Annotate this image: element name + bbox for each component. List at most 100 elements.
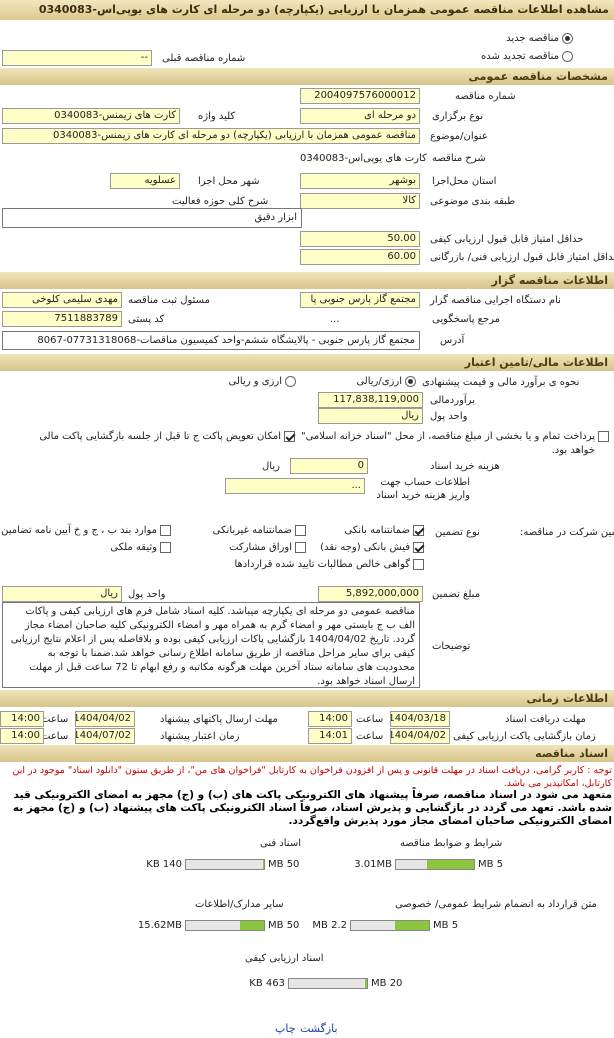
field-label: زمان اعتبار پیشنهاد [160, 731, 240, 742]
field-label: نوع برگزاری [432, 111, 484, 122]
file-max: 5 MB [433, 920, 459, 931]
field-label: ساعت [356, 731, 384, 742]
option-label: موارد بند ب ، ج و خ آیین نامه تضامین [1, 525, 157, 536]
field-value: مناقصه عمومی همزمان با ارزیابی (یکپارچه)… [2, 128, 420, 144]
field-label: مرجع پاسخگویی [432, 314, 501, 325]
field-label: استان محل‌اجرا [432, 176, 497, 187]
file-name: متن قرارداد به انضمام شرایط عمومی/ خصوصی [395, 899, 597, 910]
field-label: عنوان/موضوع [430, 131, 488, 142]
option-label: پرداخت تمام و یا بخشی از مبلغ مناقصه، از… [300, 431, 595, 456]
field-label: مبلغ تضمین [432, 589, 481, 600]
radio [562, 51, 573, 62]
file-size: 140 KB [146, 859, 182, 870]
field-value: 14:00 [308, 711, 352, 727]
file-size: 15.62MB [137, 920, 182, 931]
progress-bar [288, 978, 368, 989]
file-max: 5 MB [478, 859, 504, 870]
field-value: 117,838,119,000 [318, 392, 423, 408]
commitment: متعهد می شود در اسناد مناقصه، صرفاً پیشن… [12, 789, 612, 827]
field-label: ساعت [356, 714, 384, 725]
field-label: اطلاعات حساب جهت واریز هزینه خرید اسناد [376, 477, 470, 501]
option-label: گواهی خالص مطالبات تایید شده قراردادها [234, 559, 410, 570]
field-label: مسئول ثبت مناقصه [128, 295, 210, 306]
progress-fill [263, 860, 264, 869]
back-link[interactable]: بازگشت [300, 1022, 338, 1035]
field-value: 1404/04/02 [390, 728, 450, 744]
radio [405, 376, 416, 387]
field-label: مهلت دریافت اسناد [505, 714, 586, 725]
field-value: کارت های زیمنس-0340083 [2, 108, 180, 124]
field-label: آدرس [440, 335, 465, 346]
field-label: حداقل امتیاز قابل قبول ارزیابی فنی/ بازر… [430, 252, 614, 263]
field-label: نام دستگاه اجرایی مناقصه گزار [430, 295, 561, 306]
field-value: ریال [2, 586, 122, 602]
checkbox [598, 431, 609, 442]
field-label: طبقه بندی موضوعی [430, 196, 516, 207]
section-title: مشخصات مناقصه عمومی [0, 68, 614, 85]
field-value: ریال [318, 408, 423, 424]
checkbox [284, 431, 295, 442]
option-label: مناقصه تجدید شده [481, 51, 559, 62]
checkbox [160, 525, 171, 536]
field-label: توضیحات [432, 641, 471, 652]
section-title: اطلاعات مالی/تامین اعتبار [0, 354, 614, 371]
field-value: 14:00 [0, 728, 44, 744]
checkbox [413, 542, 424, 553]
file-size: 3.01MB [354, 859, 392, 870]
checkbox [413, 525, 424, 536]
field-label: نوع تضمین [435, 527, 480, 538]
field-value: 5,892,000,000 [318, 586, 423, 602]
progress-fill [427, 860, 474, 869]
radio [562, 33, 573, 44]
option-label: وثیقه ملکی [110, 542, 157, 553]
page-title: مشاهده اطلاعات مناقصه عمومی همزمان با ار… [0, 0, 614, 20]
progress-bar [185, 859, 265, 870]
file-name: سایر مدارک/اطلاعات [195, 899, 284, 910]
field-label: تضمین شرکت در مناقصه: [520, 527, 614, 538]
progress-bar [395, 859, 475, 870]
field-value: دو مرحله ای [300, 108, 420, 124]
field-label: هزینه خرید اسناد [430, 461, 500, 472]
section-title: اطلاعات مناقصه گزار [0, 272, 614, 289]
file-max: 50 MB [268, 920, 300, 931]
file-size: 2.2 MB [312, 920, 347, 931]
file-max: 20 MB [371, 978, 403, 989]
field-label: شماره مناقصه قبلی [162, 53, 246, 64]
field-value: 1404/03/18 [390, 711, 450, 727]
checkbox [295, 525, 306, 536]
field-label: نحوه ی برآورد مالی و قیمت پیشنهادی [422, 377, 580, 388]
field-label: شماره مناقصه [455, 91, 516, 102]
field-label: ساعت [41, 731, 69, 742]
option-label: فیش بانکی (وجه نقد) [320, 542, 410, 553]
field-value: عسلویه [110, 173, 180, 189]
text-box: ابزار دقیق [2, 208, 302, 228]
checkbox [295, 542, 306, 553]
progress-bar [350, 920, 430, 931]
option-label: امکان تعویض پاکت ج تا قبل از جلسه بازگشا… [39, 431, 281, 442]
text-box: مجتمع گاز پارس جنوبی - پالایشگاه ششم-واح… [2, 331, 420, 350]
checkbox [160, 542, 171, 553]
field-label: واحد پول [430, 411, 468, 422]
field-value: 50.00 [300, 231, 420, 247]
option-label: ضمانتنامه غیربانکی [212, 525, 292, 536]
file-name: اسناد فنی [260, 838, 301, 849]
field-label: برآوردمالی [430, 395, 475, 406]
section-title: اسناد مناقصه [0, 745, 614, 762]
field-value: 0 [290, 458, 368, 474]
file-size: 463 KB [249, 978, 285, 989]
field-label: حداقل امتیاز قابل قبول ارزیابی کیفی [430, 234, 584, 245]
field-value: ... [225, 478, 365, 494]
field-value: 1404/04/02 [75, 711, 135, 727]
field-value: بوشهر [300, 173, 420, 189]
field-label: کلید واژه [198, 111, 236, 122]
field-value: مجتمع گاز پارس جنوبی پا [300, 292, 420, 308]
option-label: ضمانتنامه بانکی [344, 525, 410, 536]
field-label: شهر محل اجرا [198, 176, 260, 187]
print-link[interactable]: چاپ [275, 1022, 296, 1035]
field-label: ریال [262, 461, 280, 472]
field-label: مهلت ارسال پاکتهای پیشنهاد [160, 714, 278, 725]
field-value: -- [2, 50, 152, 66]
text-box: مناقصه عمومی دو مرحله ای یکپارچه میباشد.… [2, 602, 420, 688]
progress-bar [185, 920, 265, 931]
progress-fill [239, 921, 264, 930]
